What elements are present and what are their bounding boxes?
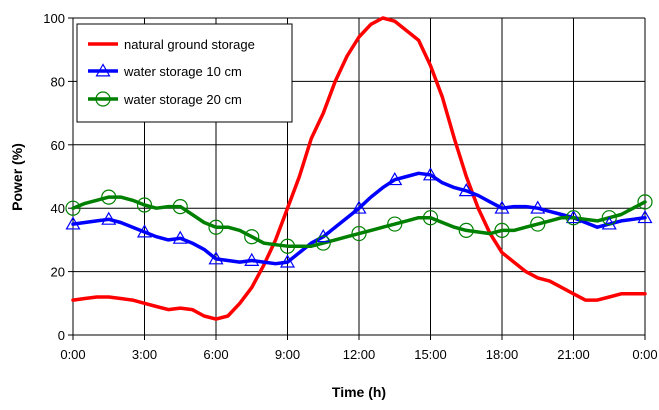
series-marker-1 [279,254,296,268]
series-marker-1 [315,229,331,243]
series-marker-1 [530,200,546,214]
x-tick-label: 21:00 [557,347,590,362]
y-axis-ticks: 0 20 40 60 80 100 [43,11,73,343]
y-tick-label: 100 [43,11,65,26]
series-marker-1 [601,216,617,230]
series-lines [71,16,647,321]
legend-box [76,23,293,123]
series-marker-1 [422,167,439,181]
series-marker-1 [65,216,81,230]
series-marker-2 [244,229,260,245]
series-marker-2 [208,219,224,235]
series-marker-2 [387,216,403,232]
series-marker-1 [172,230,188,244]
series-line-2 [71,195,647,248]
series-marker-2 [101,189,117,205]
legend-label-2: water storage 20 cm [123,92,242,107]
x-tick-label: 15:00 [414,347,447,362]
y-tick-label: 80 [51,74,65,89]
legend-marker-1 [95,63,111,77]
x-axis-ticks: 0:00 3:00 6:00 9:00 12:00 15:00 18:00 21:00 0:00 [60,335,658,362]
series-line-1 [71,171,647,266]
series-marker-1 [458,183,474,197]
series-marker-2 [565,210,582,226]
series-marker-2 [172,199,188,215]
series-marker-2 [351,225,367,242]
x-tick-label: 0:00 [60,347,85,362]
series-marker-1 [244,252,260,266]
series-marker-2 [279,238,296,254]
series-marker-2 [494,222,510,238]
series-marker-1 [565,210,582,224]
series-marker-1 [494,200,510,214]
x-tick-label: 6:00 [203,347,228,362]
legend-label-1: water storage 10 cm [123,64,242,79]
x-tick-label: 3:00 [132,347,157,362]
y-axis-title: Power (%) [9,143,25,211]
series-marker-1 [351,200,367,214]
x-tick-label: 9:00 [275,347,300,362]
series-marker-2 [637,194,653,210]
series-marker-2 [136,197,153,213]
legend: natural ground storage water storage 10 c… [76,23,293,123]
y-tick-label: 40 [51,201,65,216]
series-marker-1 [208,251,224,265]
series-marker-2 [315,235,331,251]
series-line-0 [71,16,647,321]
x-axis-title: Time (h) [332,384,386,400]
y-tick-label: 0 [58,328,65,343]
series-marker-2 [458,222,474,238]
legend-label-0: natural ground storage [124,37,255,52]
series-marker-2 [422,210,439,226]
x-tick-label: 0:00 [632,347,657,362]
y-tick-label: 20 [51,265,65,280]
series-marker-2 [530,216,546,232]
series-markers [65,167,653,268]
series-marker-1 [101,211,117,225]
series-marker-1 [387,171,403,186]
series-marker-1 [637,210,653,224]
x-tick-label: 18:00 [486,347,519,362]
x-tick-label: 12:00 [343,347,376,362]
series-marker-2 [601,210,617,226]
series-marker-2 [65,200,81,216]
series-marker-1 [136,224,153,238]
y-tick-label: 60 [51,138,65,153]
legend-marker-2 [95,91,111,107]
